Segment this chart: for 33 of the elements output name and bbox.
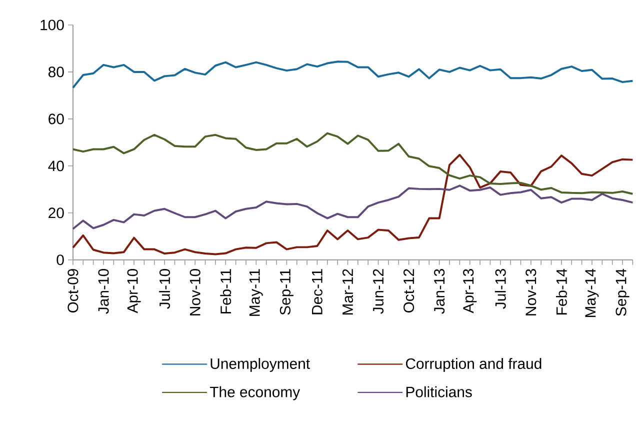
- x-tick-label: Sep-11: [280, 269, 294, 315]
- x-tick-label: Nov-13: [526, 269, 536, 316]
- line-series: [72, 132, 634, 195]
- x-tick-label: Jul-13: [494, 269, 506, 309]
- line-series: [72, 184, 634, 230]
- x-tick-label: Feb-11: [220, 269, 232, 314]
- x-tick-label: Jan-10: [98, 269, 109, 314]
- x-tick-label: Apr-10: [127, 269, 141, 314]
- y-tick-label: 20: [48, 208, 64, 218]
- y-tick-label: 60: [48, 114, 64, 124]
- legend-label: The economy: [210, 386, 300, 400]
- x-tick-label: May-14: [585, 268, 599, 318]
- x-tick-label: Feb-14: [556, 268, 567, 315]
- legend-label: Politicians: [406, 386, 472, 398]
- x-tick-label: Mar-12: [342, 269, 354, 315]
- x-tick-label: Nov-10: [190, 269, 200, 316]
- legend-label: Unemployment: [210, 358, 310, 372]
- x-tick-label: Jun-12: [372, 269, 384, 314]
- legend-label: Corruption and fraud: [406, 358, 542, 372]
- x-tick-label: May-11: [249, 269, 263, 316]
- y-tick-label: 0: [56, 254, 64, 266]
- x-tick-label: Dec-11: [312, 269, 322, 314]
- x-tick-label: Jul-10: [159, 269, 170, 309]
- y-tick-label: 40: [48, 160, 64, 172]
- x-tick-label: Apr-13: [463, 269, 477, 314]
- x-tick-label: Jan-13: [434, 269, 445, 314]
- x-tick-label: Oct-12: [404, 269, 414, 313]
- x-tick-label: Sep-14: [616, 268, 630, 316]
- line-series: [72, 60, 634, 89]
- y-tick-label: 100: [40, 20, 64, 30]
- line-series: [72, 154, 634, 256]
- x-tick-label: Oct-09: [68, 269, 78, 313]
- y-tick-label: 80: [48, 66, 64, 78]
